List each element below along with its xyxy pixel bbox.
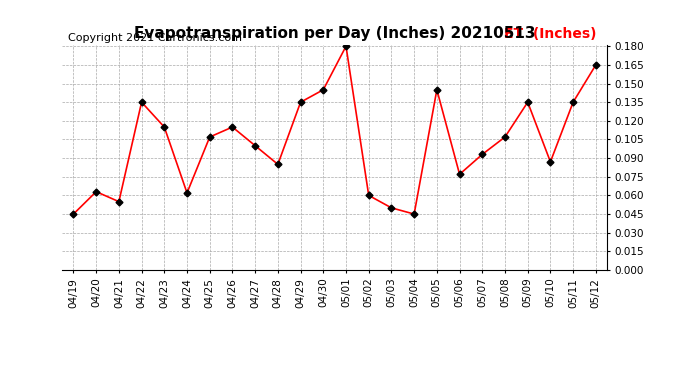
Text: ET  (Inches): ET (Inches) (504, 27, 596, 41)
Text: Copyright 2021 Cartronics.com: Copyright 2021 Cartronics.com (68, 33, 242, 43)
Title: Evapotranspiration per Day (Inches) 20210513: Evapotranspiration per Day (Inches) 2021… (134, 26, 535, 41)
